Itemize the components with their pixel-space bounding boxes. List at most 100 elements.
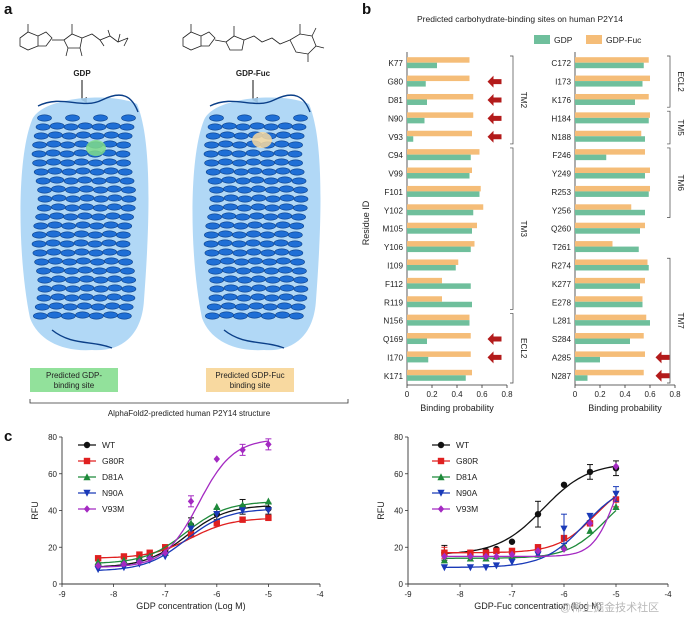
helix-turn [262, 303, 278, 311]
data-point [187, 531, 195, 538]
bar-gdp [407, 375, 466, 381]
helix-turn [74, 248, 90, 256]
helix-turn [221, 302, 236, 310]
helix-turn [237, 186, 252, 194]
helix-turn [205, 312, 220, 320]
bar-gdp-fuc [407, 93, 474, 100]
helix-turn [289, 168, 305, 176]
helix-turn [290, 258, 305, 266]
ligand-label-gdp-fuc: GDP-Fuc [236, 69, 271, 78]
helix-turn [206, 303, 222, 311]
fit-curve [98, 509, 269, 571]
helix-turn [93, 114, 108, 122]
residue-label: Y106 [384, 243, 404, 252]
helix-turn [65, 195, 81, 203]
helix-turn [204, 141, 219, 149]
bar-gdp [407, 228, 472, 234]
helix-turn [223, 194, 239, 202]
helix-turn [234, 258, 249, 266]
helix-turn [49, 266, 65, 274]
residue-label: C172 [551, 59, 571, 68]
legend-label: V93M [456, 504, 478, 514]
helix-turn [289, 222, 305, 230]
residue-label: K171 [384, 372, 404, 381]
bar-gdp [575, 173, 645, 179]
helix-turn [222, 293, 238, 301]
helix-turn [60, 159, 75, 167]
data-point [466, 564, 474, 572]
helix-turn [290, 303, 306, 311]
helix-turn [37, 195, 53, 203]
highlight-arrow-icon [655, 351, 670, 364]
helix-turn [37, 285, 53, 293]
legend-swatch-gdp [534, 35, 550, 44]
loop-strand [51, 329, 113, 349]
helix-turn [51, 194, 67, 202]
helix-turn [205, 168, 221, 176]
residue-label: V93 [388, 133, 403, 142]
y-axis-label: RFU [30, 501, 40, 520]
data-point [612, 490, 620, 498]
helix-turn [49, 122, 65, 130]
bar-gdp [575, 338, 630, 345]
helix-turn [49, 176, 65, 184]
helix-turn [276, 131, 291, 139]
helix-turn [77, 302, 92, 310]
bar-gdp [575, 117, 649, 124]
legend-gdp-fuc-line2: binding site [230, 381, 271, 390]
panel-a-caption: AlphaFold2-predicted human P2Y14 structu… [108, 409, 271, 418]
x-tick-label: 0.2 [426, 390, 438, 399]
helix-turn [33, 222, 49, 230]
x-tick-label: 0 [573, 390, 578, 399]
helix-turn [220, 131, 235, 139]
helix-turn [279, 185, 294, 193]
helix-turn [63, 177, 79, 185]
helix-turn [265, 186, 280, 194]
x-tick-label: -4 [664, 590, 672, 599]
bar-gdp [575, 81, 643, 87]
panel-b: b Predicted carbohydrate-binding sites o… [361, 1, 685, 413]
region-bracket [510, 147, 514, 310]
helix-turn [75, 311, 90, 319]
helix-turn [232, 159, 247, 167]
helix-turn [235, 123, 251, 131]
helix-turn [76, 131, 91, 139]
residue-label: R253 [551, 188, 571, 197]
series-g80r [441, 491, 620, 559]
bar-gdp [407, 81, 426, 87]
helix-turn [221, 212, 237, 220]
helix-turn [275, 311, 290, 319]
residue-label: Y256 [552, 206, 572, 215]
helix-turn [34, 258, 49, 266]
data-point [441, 552, 448, 561]
helix-turn [208, 204, 224, 212]
helix-turn [265, 285, 281, 293]
helix-turn [36, 204, 52, 212]
helix-turn [92, 204, 108, 212]
helix-turn [251, 275, 266, 283]
helix-turn [206, 258, 221, 266]
bar-gdp-fuc [575, 112, 650, 118]
helix-turn [37, 114, 52, 122]
bar-gdp-fuc [575, 130, 642, 137]
helix-turn [35, 177, 51, 185]
helix-turn [207, 123, 223, 131]
data-point [187, 497, 195, 506]
helix-turn [88, 159, 103, 167]
helix-turn [36, 294, 52, 302]
helix-turn [265, 114, 280, 122]
helix-turn [61, 222, 77, 230]
helix [101, 122, 123, 319]
bar-gdp [575, 264, 649, 271]
helix-turn [292, 267, 307, 275]
y-tick-label: 60 [48, 470, 57, 479]
bar-gdp [407, 356, 429, 363]
helix-turn [237, 195, 253, 203]
helix-turn [45, 149, 61, 157]
helix-turn [276, 257, 291, 265]
helix-turn [48, 131, 63, 139]
helix-turn [293, 285, 309, 293]
x-tick-label: 0.4 [619, 390, 631, 399]
x-tick-label: 0.2 [594, 390, 606, 399]
helix-turn [93, 285, 109, 293]
